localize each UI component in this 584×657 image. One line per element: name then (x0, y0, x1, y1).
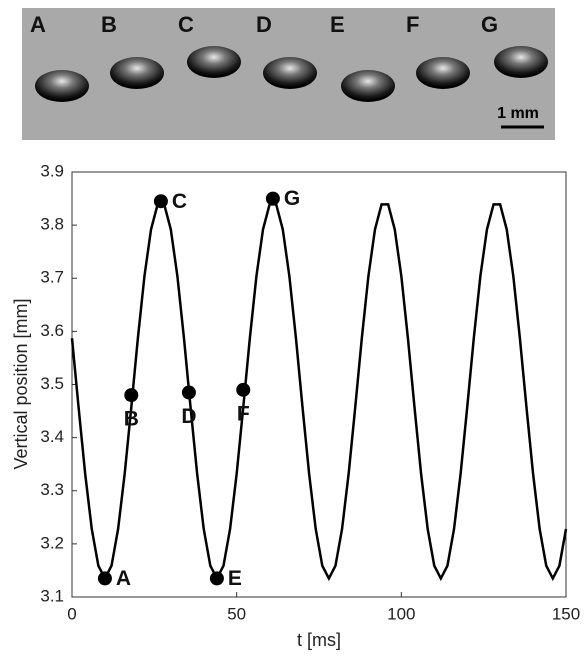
y-tick-label: 3.8 (40, 215, 64, 234)
x-tick-label: 0 (67, 604, 76, 623)
y-tick-label: 3.5 (40, 374, 64, 393)
marker-label: G (284, 187, 300, 210)
marker-label: F (237, 402, 250, 425)
marker-label: A (116, 567, 131, 590)
drop (263, 57, 317, 89)
marker (97, 571, 112, 586)
drop (35, 70, 89, 102)
x-tick-label: 100 (387, 604, 415, 623)
marker (124, 388, 139, 403)
frame-label: G (481, 12, 498, 37)
drop (416, 57, 470, 89)
x-tick-label: 50 (227, 604, 246, 623)
marker (181, 385, 196, 400)
frame-label: B (101, 12, 117, 37)
data-line (70, 203, 568, 582)
x-axis-title: t [ms] (297, 630, 341, 650)
drop (187, 46, 241, 78)
drop (494, 46, 548, 78)
marker-label: E (228, 567, 242, 590)
y-tick-label: 3.2 (40, 533, 64, 552)
frame-label: E (330, 12, 345, 37)
y-tick-label: 3.3 (40, 480, 64, 499)
y-tick-label: 3.4 (40, 427, 64, 446)
drops (35, 46, 548, 102)
marker (209, 571, 224, 586)
marker (153, 194, 168, 209)
y-tick-label: 3.9 (40, 161, 64, 180)
marker (236, 382, 251, 397)
marker-label: C (172, 190, 187, 213)
drop (341, 70, 395, 102)
y-tick-label: 3.1 (40, 586, 64, 605)
marker-label: B (124, 408, 139, 431)
x-tick-label: 150 (552, 604, 580, 623)
drop (110, 57, 164, 89)
frame-label: A (30, 12, 46, 37)
y-tick-label: 3.6 (40, 321, 64, 340)
marker-label: D (181, 405, 196, 428)
scale-bar-label: 1 mm (497, 105, 539, 122)
frame-label: D (256, 12, 272, 37)
y-axis-title: Vertical position [mm] (11, 298, 31, 469)
frame-label: F (406, 12, 419, 37)
marker (265, 191, 280, 206)
frame-label: C (178, 12, 194, 37)
plot-frame (71, 171, 567, 598)
y-tick-label: 3.7 (40, 268, 64, 287)
